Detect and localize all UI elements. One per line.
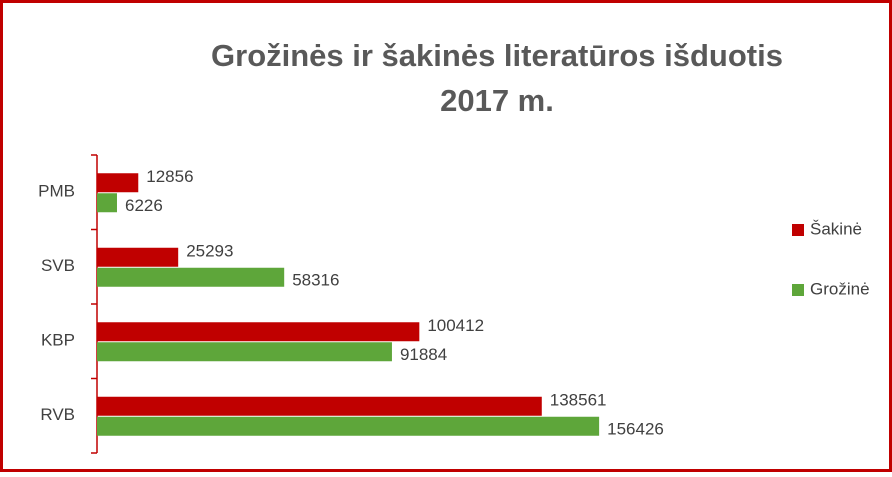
legend-label: Grožinė [810, 279, 870, 298]
bar [97, 396, 542, 416]
bar [97, 193, 117, 213]
bar [97, 322, 420, 342]
data-label: 138561 [550, 391, 607, 410]
chart-title: Grožinės ir šakinės literatūros išduotis [211, 38, 783, 73]
y-tick-label: RVB [40, 405, 75, 424]
chart-title: 2017 m. [440, 83, 554, 118]
data-label: 12856 [146, 167, 193, 186]
bar [97, 173, 139, 193]
legend-label: Šakinė [810, 219, 862, 238]
legend-swatch [792, 224, 804, 236]
y-tick-label: SVB [41, 256, 75, 275]
data-label: 100412 [427, 316, 484, 335]
data-label: 6226 [125, 196, 163, 215]
data-label: 58316 [292, 271, 339, 290]
y-tick-label: KBP [41, 331, 75, 350]
data-label: 91884 [400, 345, 447, 364]
legend-swatch [792, 284, 804, 296]
bar [97, 267, 285, 287]
data-label: 25293 [186, 242, 233, 261]
bar [97, 416, 600, 436]
bar [97, 247, 179, 267]
bar [97, 342, 392, 362]
data-label: 156426 [607, 420, 664, 439]
y-tick-label: PMB [38, 182, 75, 201]
